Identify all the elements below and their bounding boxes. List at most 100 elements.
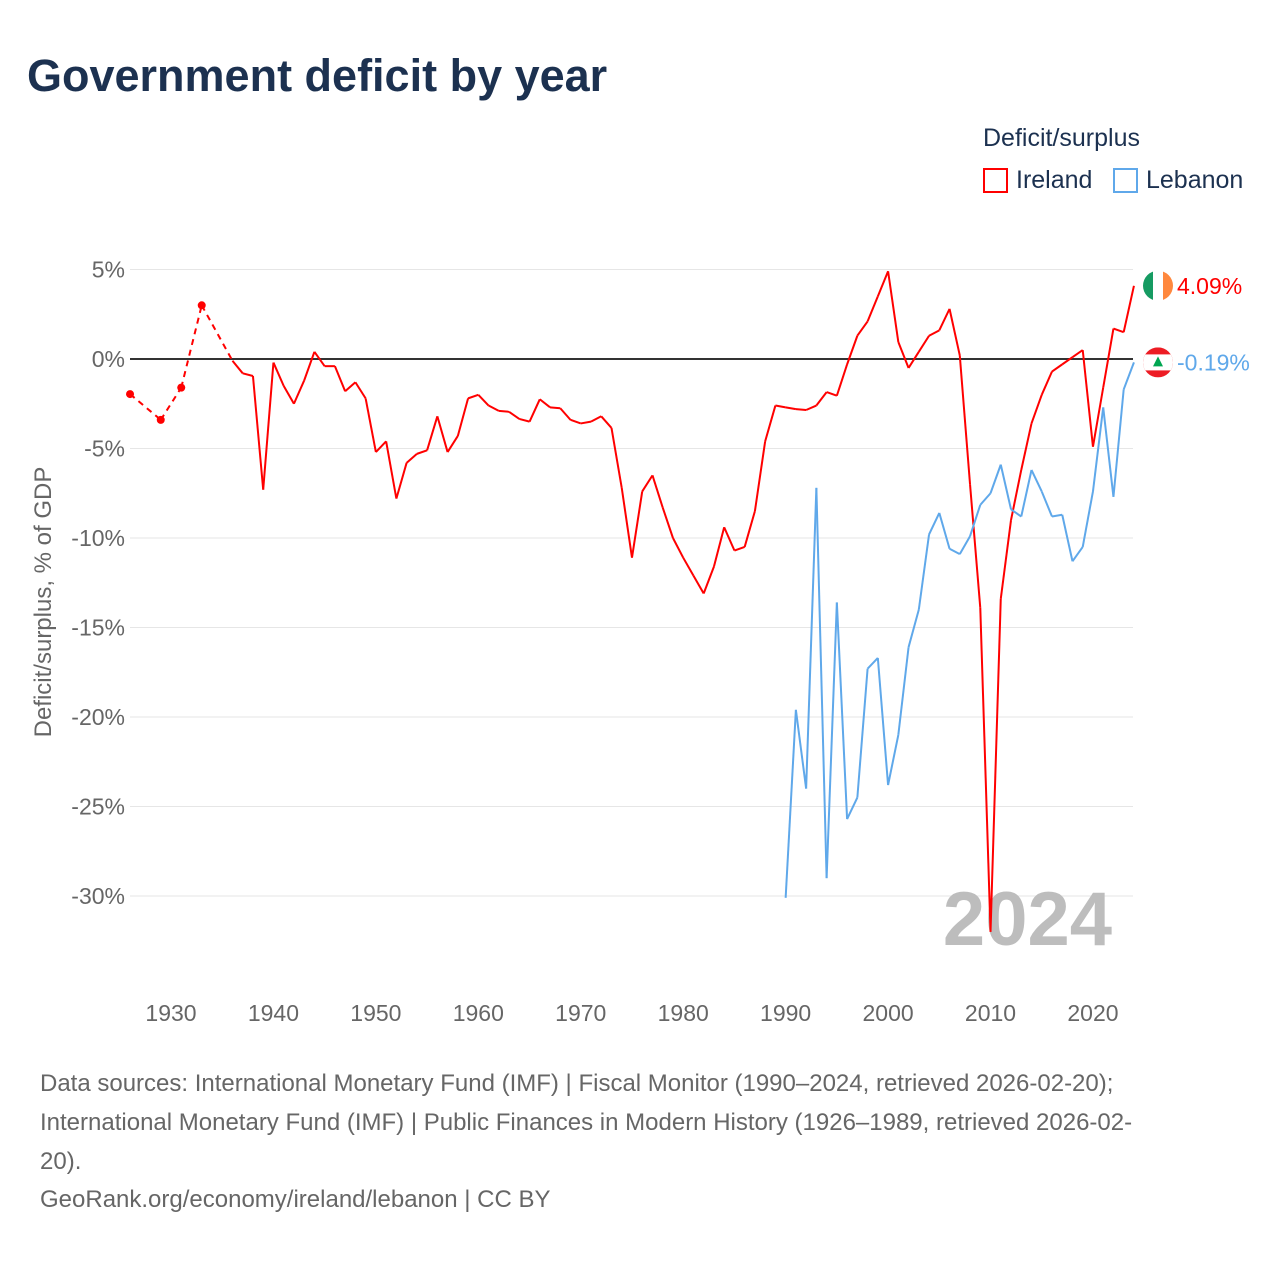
lebanon-segment [835, 602, 849, 820]
lebanon-segment [949, 547, 961, 555]
lebanon-segment [979, 492, 992, 506]
ireland-segment [262, 362, 275, 490]
lebanon-segment [1122, 362, 1135, 390]
lebanon-segment [1112, 389, 1125, 497]
y-tick-label: -30% [71, 883, 125, 909]
legend-label: Lebanon [1146, 166, 1244, 194]
x-tick-label: 2010 [965, 1000, 1016, 1026]
ireland-segment [272, 362, 285, 387]
ireland-point [126, 390, 135, 399]
x-tick-label: 1950 [350, 1000, 401, 1026]
ireland-segment [242, 372, 254, 377]
y-tick-label: -15% [71, 615, 125, 641]
lebanon-segment [794, 709, 808, 789]
ireland-segment [180, 305, 203, 388]
ireland-segment [416, 449, 428, 455]
ireland-segment [293, 380, 306, 405]
ireland-segment [1113, 327, 1125, 334]
ireland-segment [958, 355, 972, 485]
ireland-segment [590, 415, 602, 423]
ireland-segment [364, 398, 377, 453]
ireland-segment [815, 391, 828, 407]
legend-item-ireland[interactable]: Ireland [983, 166, 1092, 195]
flag-body [1143, 347, 1173, 378]
ireland-segment [385, 441, 398, 499]
ireland-end-label: 4.09% [1177, 273, 1242, 299]
lebanon-segment [999, 464, 1012, 510]
ireland-segment [488, 404, 500, 412]
lebanon-segment [784, 709, 797, 898]
ireland-segment [866, 295, 879, 322]
y-tick-label: 5% [92, 257, 125, 283]
ireland-point [177, 383, 186, 392]
ireland-segment [795, 408, 807, 412]
ireland-segment [519, 417, 530, 423]
lebanon-end-label: -0.19% [1177, 349, 1250, 375]
ireland-segment [805, 404, 817, 411]
ireland-segment [282, 385, 295, 405]
lebanon-segment [1102, 407, 1115, 497]
ireland-segment [764, 405, 777, 442]
ireland-segment [1102, 328, 1115, 388]
ireland-segment [129, 393, 162, 421]
footer-credit[interactable]: GeoRank.org/economy/ireland/lebanon | CC… [40, 1186, 551, 1213]
lebanon-segment [856, 668, 869, 798]
ireland-segment [630, 491, 644, 558]
x-tick-label: 1970 [555, 1000, 606, 1026]
x-tick-label: 1960 [453, 1000, 504, 1026]
lebanon-segment [825, 602, 838, 879]
ireland-segment [1020, 423, 1033, 471]
ireland-segment [1040, 371, 1053, 396]
ireland-segment [610, 427, 623, 489]
lebanon-segment [1071, 546, 1084, 562]
ireland-segment [712, 527, 726, 567]
lebanon-segment [815, 487, 828, 879]
ireland-segment [887, 271, 900, 343]
ireland-segment [753, 441, 767, 512]
lebanon-segment [1051, 513, 1063, 518]
ireland-segment [948, 308, 961, 356]
lebanon-segment [866, 657, 879, 670]
lebanon-segment [887, 734, 900, 786]
lebanon-segment [1030, 469, 1043, 492]
lebanon-segment [897, 647, 910, 736]
ireland-segment [395, 462, 408, 499]
ireland-segment [1091, 387, 1105, 447]
ireland-segment [1061, 356, 1074, 366]
ireland-segment [1081, 349, 1094, 447]
ireland-segment [641, 474, 654, 492]
ireland-segment [856, 320, 869, 337]
ireland-segment [999, 519, 1012, 599]
x-tick-label: 1980 [658, 1000, 709, 1026]
ireland-segment [600, 415, 613, 429]
x-tick-label: 1990 [760, 1000, 811, 1026]
lebanon-segment [1010, 508, 1022, 518]
flag-orange [1163, 270, 1173, 301]
ireland-segment [702, 566, 715, 594]
ireland-segment [1030, 394, 1043, 424]
ireland-segment [539, 398, 551, 409]
ireland-segment [979, 607, 992, 932]
lebanon-segment [969, 504, 982, 537]
lebanon-segment [1061, 514, 1074, 562]
ireland-flag-icon [1143, 270, 1173, 301]
ireland-segment [835, 364, 849, 397]
lebanon-segment [1081, 491, 1094, 548]
ireland-segment [651, 475, 664, 508]
y-tick-label: -5% [84, 436, 125, 462]
line-chart: 5% 0% -5% -10% -15% -20% -25% -30% 1930 1940 1950 1… [30, 257, 1250, 1027]
x-tick-label: 1930 [145, 1000, 196, 1026]
year-watermark: 2024 [943, 877, 1112, 962]
lebanon-flag-icon [1143, 347, 1173, 378]
ireland-segment [1071, 349, 1084, 359]
ireland-segment [477, 394, 490, 407]
legend-swatch-lebanon [1113, 168, 1138, 193]
ireland-segment [405, 453, 418, 464]
lebanon-segment [907, 609, 920, 648]
ireland-segment [846, 335, 859, 365]
x-tick-label: 1940 [248, 1000, 299, 1026]
legend-item-lebanon[interactable]: Lebanon [1113, 166, 1243, 195]
ireland-segment [303, 351, 316, 381]
ireland-segment [549, 406, 561, 410]
